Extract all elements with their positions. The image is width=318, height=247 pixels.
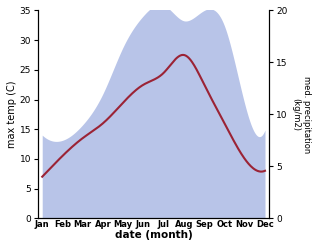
- X-axis label: date (month): date (month): [115, 230, 192, 240]
- Y-axis label: max temp (C): max temp (C): [7, 81, 17, 148]
- Y-axis label: med. precipitation
(kg/m2): med. precipitation (kg/m2): [292, 76, 311, 153]
